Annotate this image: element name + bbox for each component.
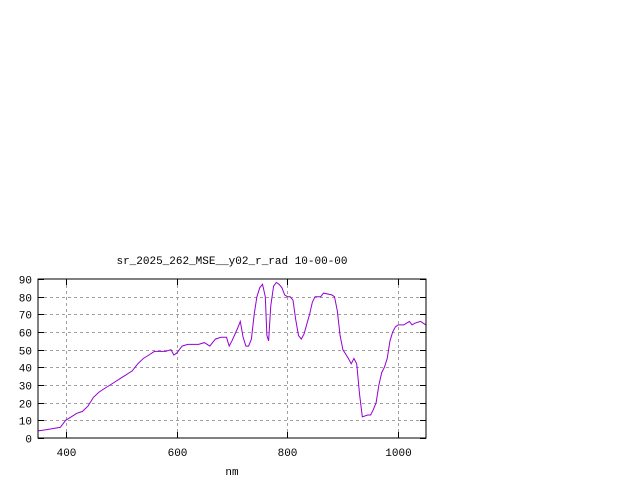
y-tick-label: 50 [19, 347, 32, 359]
y-tick-label: 20 [19, 400, 32, 412]
grid [38, 279, 426, 438]
axis-ticks: 0 10 20 30 40 50 60 70 80 90 400 600 800 1000 [19, 276, 426, 460]
y-tick-label: 80 [19, 294, 32, 306]
x-tick-label: 400 [57, 448, 77, 460]
series-line [37, 281, 427, 432]
x-tick-label: 1000 [385, 448, 411, 460]
x-tick-label: 600 [168, 448, 188, 460]
y-tick-label: 30 [19, 382, 32, 394]
y-tick-label: 10 [19, 417, 32, 429]
y-tick-label: 0 [25, 435, 32, 447]
chart-title: sr_2025_262_MSE__y02_r_rad 10-00-00 [116, 256, 347, 268]
plot-border [37, 278, 427, 439]
x-tick-label: 800 [278, 448, 298, 460]
y-tick-label: 70 [19, 311, 32, 323]
x-axis-label: nm [225, 467, 239, 479]
y-tick-label: 60 [19, 329, 32, 341]
y-tick-label: 40 [19, 364, 32, 376]
y-tick-label: 90 [19, 276, 32, 288]
